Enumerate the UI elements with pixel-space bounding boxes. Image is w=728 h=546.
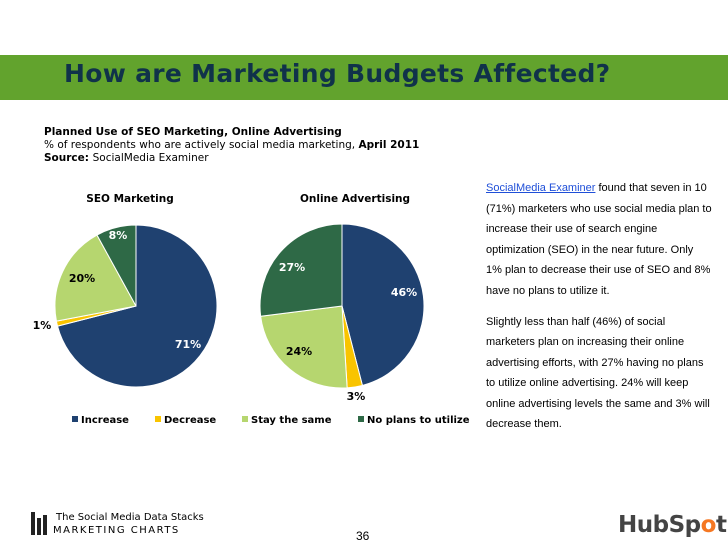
survey-date: April 2011 [358,139,420,151]
commentary: SocialMedia Examiner found that seven in… [486,178,712,445]
seo-pie: 71% 1% 20% 8% [33,224,218,388]
chart-subtitle: Planned Use of SEO Marketing, Online Adv… [44,126,342,138]
legend-label: No plans to utilize [367,415,470,426]
pie-slice-stay-the-same [260,305,348,389]
page-number: 36 [356,529,370,543]
commentary-seo-text: found that seven in 10 (71%) marketers w… [486,182,712,297]
online-advertising-pie: 46% 3% 24% 27% [259,223,425,403]
data-label-stay-the-same: 20% [69,272,95,285]
hubspot-sprocket-icon: o [700,512,717,538]
footer-tagline: The Social Media Data Stacks [56,512,204,523]
footer-brand: MARKETING CHARTS [53,525,180,536]
legend-item-increase: Increase [72,415,129,426]
legend-item-decrease: Decrease [155,415,216,426]
title-banner: How are Marketing Budgets Affected? [0,55,728,100]
slide-title: How are Marketing Budgets Affected? [64,59,611,88]
pie-charts: SEO Marketing Online Advertising 71% 1% 20… [33,193,425,403]
legend-label: Decrease [164,415,217,426]
legend-item-no-plans: No plans to utilize [358,415,470,426]
legend-swatch-stay-the-same [242,416,248,422]
legend-label: Stay the same [251,415,332,426]
hubspot-logo-tail: t [715,512,727,538]
data-label-increase: 46% [391,286,417,299]
legend-label: Increase [81,415,129,426]
data-label-decrease: 3% [347,390,366,403]
hubspot-logo-text: HubSp [618,512,701,538]
seo-chart-title: SEO Marketing [86,193,173,205]
source-value: SocialMedia Examiner [92,152,209,164]
legend-swatch-no-plans [358,416,364,422]
legend-item-stay-the-same: Stay the same [242,415,332,426]
pie-slice-stay-the-same [54,234,137,322]
bar-chart-icon [31,512,48,535]
data-label-no-plans: 8% [109,229,128,242]
commentary-paragraph-seo: SocialMedia Examiner found that seven in… [486,178,712,301]
data-label-stay-the-same: 24% [286,345,312,358]
data-label-no-plans: 27% [279,261,305,274]
data-label-decrease: 1% [33,319,52,332]
chart-subtitle-block: Planned Use of SEO Marketing, Online Adv… [44,126,419,165]
data-label-increase: 71% [175,338,201,351]
respondents-note: % of respondents who are actively social… [44,139,359,151]
ads-chart-title: Online Advertising [300,193,410,205]
pie-slice-increase [56,224,218,388]
commentary-paragraph-ads: Slightly less than half (46%) of social … [486,315,710,431]
pie-slice-increase [341,223,425,387]
legend-swatch-increase [72,416,78,422]
chart-description: % of respondents who are actively social… [44,139,419,152]
source-link[interactable]: SocialMedia Examiner [486,182,596,194]
pie-slice-no-plans [259,223,343,317]
hubspot-logo: HubSpot [618,512,727,538]
source-line: Source: SocialMedia Examiner [44,152,419,165]
legend-swatch-decrease [155,416,161,422]
source-label: Source: [44,152,93,164]
pie-slice-no-plans [96,224,137,307]
